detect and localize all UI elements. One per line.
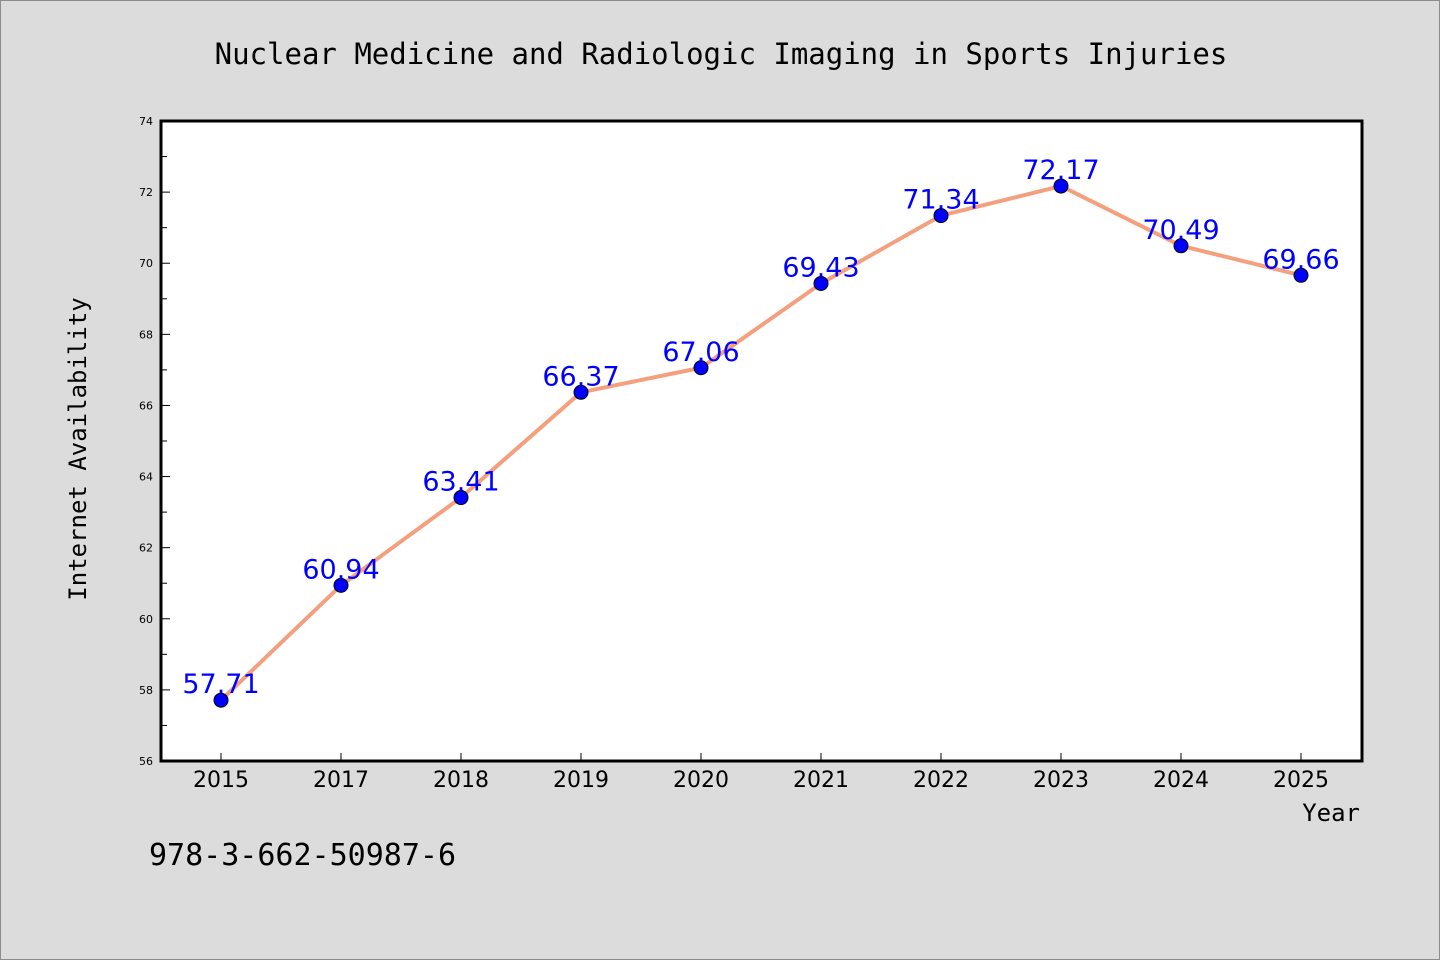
x-axis-label: Year xyxy=(1302,799,1360,827)
x-tick-label: 2020 xyxy=(673,768,729,793)
data-point xyxy=(1053,178,1069,194)
data-labels-layer: 57.71 60.94 63.41 66.37 67.06 69.43 71.34 72.17… xyxy=(182,155,1339,700)
series-line xyxy=(219,184,1303,703)
data-label: 67.06 xyxy=(662,337,739,368)
data-point xyxy=(933,208,949,224)
x-axis: 2015 2017 2018 2019 2020 2021 2022 2023 2024 2025 xyxy=(193,753,1329,793)
x-tick-label: 2025 xyxy=(1273,768,1329,793)
plot-area xyxy=(159,119,1364,763)
footnote: 978-3-662-50987-6 xyxy=(149,838,456,873)
y-tick-label: 56 xyxy=(139,755,153,768)
data-point xyxy=(213,692,229,708)
data-label: 69.43 xyxy=(782,252,859,283)
data-label: 69.66 xyxy=(1262,244,1339,275)
x-tick-label: 2017 xyxy=(313,768,369,793)
y-tick-label: 58 xyxy=(139,684,153,697)
chart-title: Nuclear Medicine and Radiologic Imaging … xyxy=(215,37,1228,71)
y-tick-label: 72 xyxy=(139,186,153,199)
x-tick-label: 2018 xyxy=(433,768,489,793)
x-tick-label: 2024 xyxy=(1153,768,1209,793)
data-label: 70.49 xyxy=(1142,215,1219,246)
data-point xyxy=(1173,238,1189,254)
data-point xyxy=(453,490,469,506)
data-point xyxy=(573,384,589,400)
data-point xyxy=(693,360,709,376)
y-tick-label: 62 xyxy=(139,542,153,555)
y-axis: 56 58 60 62 64 66 68 70 72 74 xyxy=(139,115,170,768)
x-tick-label: 2021 xyxy=(793,768,849,793)
data-label: 66.37 xyxy=(542,361,619,392)
y-tick-label: 70 xyxy=(139,257,153,270)
y-tick-label: 66 xyxy=(139,399,153,412)
data-label: 71.34 xyxy=(902,185,979,216)
y-axis-label: Internet Availability xyxy=(64,297,92,600)
x-tick-label: 2019 xyxy=(553,768,609,793)
data-label: 57.71 xyxy=(182,669,259,700)
x-tick-label: 2015 xyxy=(193,768,249,793)
series-layer xyxy=(213,178,1309,708)
data-label: 63.41 xyxy=(422,467,499,498)
y-tick-label: 64 xyxy=(139,471,153,484)
x-tick-label: 2022 xyxy=(913,768,969,793)
data-point xyxy=(813,275,829,291)
y-tick-label: 74 xyxy=(139,115,153,128)
data-point xyxy=(333,577,349,593)
x-tick-label: 2023 xyxy=(1033,768,1089,793)
y-tick-label: 68 xyxy=(139,328,153,341)
y-tick-label: 60 xyxy=(139,613,153,626)
data-label: 72.17 xyxy=(1022,155,1099,186)
data-label: 60.94 xyxy=(302,554,379,585)
data-point xyxy=(1293,267,1309,283)
